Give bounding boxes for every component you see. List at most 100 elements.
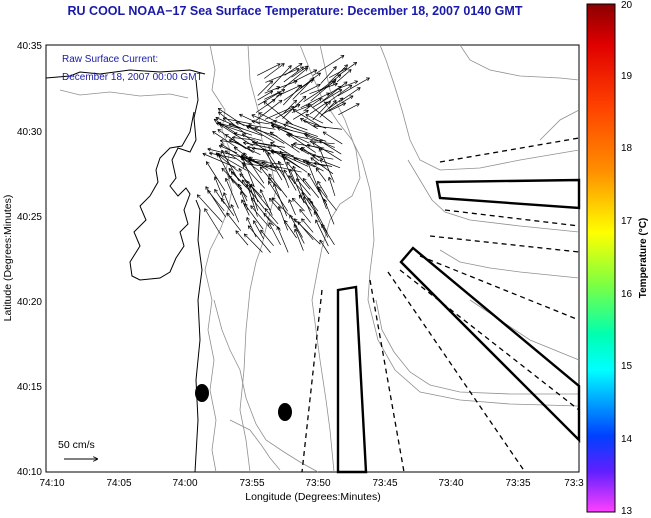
current-vector [337, 62, 357, 77]
current-vector-head [223, 192, 227, 196]
current-vector-head [318, 84, 321, 88]
current-vector [302, 178, 320, 198]
current-vector-head [260, 229, 262, 234]
current-vector-head [285, 121, 290, 123]
current-vector-head [350, 84, 353, 89]
buoy-marker [278, 403, 292, 421]
current-vector-head [246, 183, 250, 187]
current-vector-head [293, 99, 297, 102]
current-vector [307, 197, 319, 212]
current-vector-head [319, 239, 324, 243]
current-vector-head [341, 55, 345, 59]
current-vector-head [343, 102, 346, 107]
current-vector [292, 109, 309, 120]
current-vector-head [313, 124, 317, 127]
current-vector-head [284, 220, 288, 223]
current-vector-head [292, 165, 294, 170]
current-vector-head [239, 173, 241, 178]
current-vector-head [247, 146, 251, 150]
current-vector-head [289, 214, 293, 218]
current-vector-head [312, 142, 315, 146]
current-vector [283, 84, 302, 106]
current-vector [312, 89, 343, 108]
current-vector-head [309, 141, 313, 144]
current-vector-head [288, 134, 291, 138]
current-vector [303, 98, 322, 112]
current-vector-head [278, 206, 282, 209]
current-vector-head [244, 203, 246, 208]
current-vector [218, 153, 247, 171]
current-vector-head [321, 223, 325, 227]
current-vector-head [247, 225, 250, 230]
current-vector [319, 74, 342, 91]
current-vector-head [332, 100, 337, 102]
current-vector [293, 157, 316, 168]
current-vector-head [212, 131, 215, 135]
current-vector [263, 148, 283, 181]
current-vector [214, 189, 225, 205]
current-vector-head [226, 212, 231, 215]
current-vector [228, 168, 255, 197]
colorbar-tick: 14 [621, 434, 633, 445]
current-vector [239, 114, 261, 125]
current-vector-head [346, 64, 348, 69]
current-vector [257, 90, 273, 101]
current-vector-head [233, 147, 237, 151]
current-vector-head [280, 92, 283, 97]
buoy-marker [195, 384, 209, 402]
current-vector-head [216, 121, 220, 124]
current-vector [255, 99, 276, 113]
current-vector-head [298, 84, 302, 87]
x-tick: 73:50 [305, 478, 330, 489]
current-vector-head [215, 152, 220, 154]
current-vector-head [292, 109, 296, 113]
current-vector-head [298, 194, 303, 197]
current-vector-head [241, 199, 245, 203]
current-vector-head [307, 172, 312, 176]
current-vector-head [278, 99, 283, 102]
current-vector [313, 211, 329, 238]
current-vector-head [271, 80, 274, 85]
current-vector-head [355, 80, 358, 85]
current-vector-head [317, 186, 322, 189]
current-vector [337, 77, 370, 97]
current-vector-head [271, 125, 275, 129]
current-vector-head [315, 219, 319, 223]
current-vector-head [245, 125, 249, 129]
current-vector [323, 199, 335, 225]
current-vector-head [196, 194, 199, 199]
current-vector-head [302, 159, 307, 161]
current-vector-head [307, 103, 310, 108]
transect-box-1 [435, 178, 581, 210]
current-vector-head [282, 63, 285, 67]
current-vector-head [204, 208, 208, 211]
current-vector-head [273, 183, 277, 187]
current-vector-head [220, 140, 224, 143]
current-vector-head [215, 117, 219, 121]
current-vector-head [273, 99, 276, 103]
current-vector-head [299, 209, 301, 213]
current-vector-head [304, 96, 307, 100]
current-vector-head [215, 122, 219, 126]
current-vector-head [329, 101, 331, 105]
current-vector [228, 175, 248, 198]
current-vector-head [312, 77, 315, 81]
current-vector-head [268, 222, 272, 225]
current-vector [250, 205, 272, 230]
current-vector-head [243, 142, 247, 146]
current-vectors [196, 55, 370, 255]
current-vector [251, 197, 275, 227]
current-vector-head [228, 123, 232, 128]
current-vector [264, 86, 281, 94]
current-vector [229, 139, 261, 155]
current-vector [284, 220, 297, 239]
current-vector [270, 164, 302, 173]
current-vector-head [277, 161, 279, 165]
current-vector-head [220, 198, 223, 202]
current-vector-head [242, 164, 245, 168]
current-vector [257, 91, 281, 106]
current-vector-head [310, 77, 315, 79]
current-vector-head [250, 183, 255, 187]
current-vector-head [269, 165, 274, 168]
current-vector-head [250, 197, 253, 202]
